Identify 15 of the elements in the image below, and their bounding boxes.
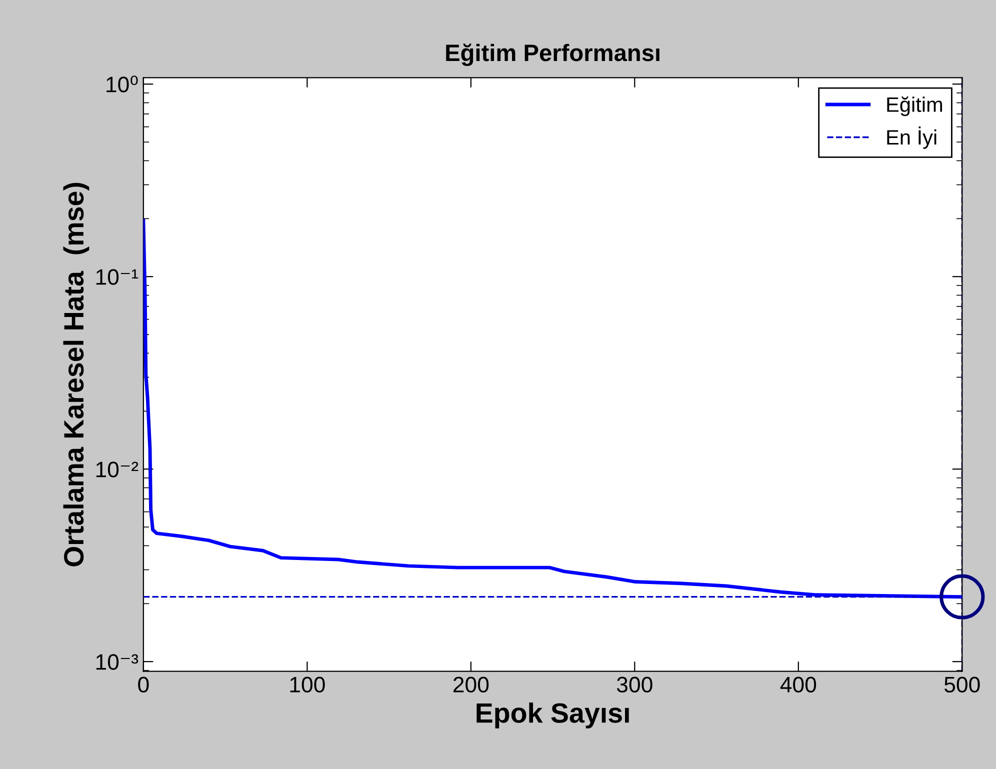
x-tick-label: 200	[453, 676, 489, 693]
x-axis-title: Epok Sayısı	[476, 702, 629, 728]
y-axis-title: Ortalama Karesel Hata (mse)	[63, 182, 90, 566]
chart-title: Eğitim Performansı	[446, 44, 660, 66]
y-tick-label: 10⁰	[106, 76, 138, 92]
x-tick-label: 500	[944, 676, 980, 693]
x-tick-label: 400	[780, 676, 816, 693]
legend-label: En İyi	[887, 126, 936, 149]
y-tick-label: 10⁻¹	[96, 269, 138, 285]
y-tick-label: 10⁻³	[96, 654, 138, 670]
x-tick-label: 300	[616, 676, 652, 693]
y-tick-label: 10⁻²	[96, 462, 138, 478]
x-tick-label: 100	[290, 676, 325, 693]
x-tick-label: 0	[138, 676, 149, 693]
legend-label: Eğitim	[887, 96, 942, 116]
